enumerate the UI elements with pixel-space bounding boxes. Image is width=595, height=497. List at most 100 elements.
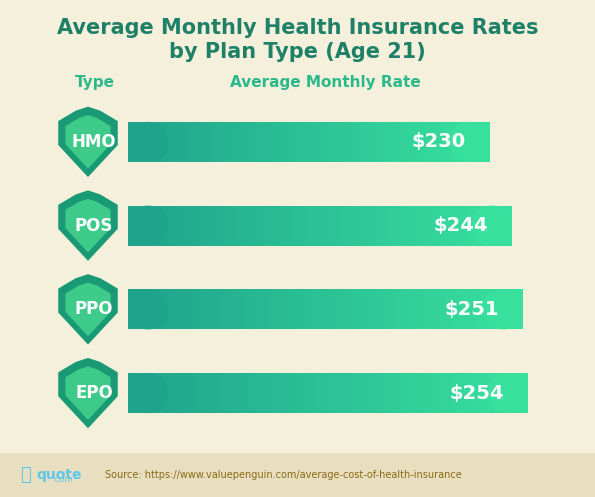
FancyBboxPatch shape <box>138 373 142 413</box>
FancyBboxPatch shape <box>285 206 289 246</box>
FancyBboxPatch shape <box>237 206 240 246</box>
FancyBboxPatch shape <box>469 122 472 162</box>
FancyBboxPatch shape <box>488 373 491 413</box>
FancyBboxPatch shape <box>138 289 142 330</box>
FancyBboxPatch shape <box>249 122 252 162</box>
FancyBboxPatch shape <box>421 373 425 413</box>
FancyBboxPatch shape <box>448 206 452 246</box>
FancyBboxPatch shape <box>214 289 217 330</box>
FancyBboxPatch shape <box>305 373 308 413</box>
FancyBboxPatch shape <box>295 206 298 246</box>
FancyBboxPatch shape <box>283 289 286 330</box>
FancyBboxPatch shape <box>358 289 362 330</box>
FancyBboxPatch shape <box>218 206 221 246</box>
FancyBboxPatch shape <box>345 289 349 330</box>
FancyBboxPatch shape <box>240 122 243 162</box>
FancyBboxPatch shape <box>198 206 202 246</box>
FancyBboxPatch shape <box>447 289 451 330</box>
FancyBboxPatch shape <box>174 373 178 413</box>
FancyBboxPatch shape <box>164 289 168 330</box>
FancyBboxPatch shape <box>183 206 186 246</box>
FancyBboxPatch shape <box>192 206 196 246</box>
FancyBboxPatch shape <box>253 206 256 246</box>
FancyBboxPatch shape <box>182 122 186 162</box>
FancyBboxPatch shape <box>506 289 511 330</box>
FancyBboxPatch shape <box>164 122 168 162</box>
FancyBboxPatch shape <box>508 373 512 413</box>
FancyBboxPatch shape <box>179 206 183 246</box>
FancyBboxPatch shape <box>293 289 296 330</box>
FancyBboxPatch shape <box>155 122 159 162</box>
FancyBboxPatch shape <box>195 373 199 413</box>
FancyBboxPatch shape <box>487 122 490 162</box>
FancyBboxPatch shape <box>500 289 504 330</box>
FancyBboxPatch shape <box>315 289 320 330</box>
FancyBboxPatch shape <box>255 122 258 162</box>
FancyBboxPatch shape <box>415 122 418 162</box>
FancyBboxPatch shape <box>499 206 503 246</box>
Polygon shape <box>65 366 111 420</box>
FancyBboxPatch shape <box>365 206 368 246</box>
FancyBboxPatch shape <box>128 206 131 246</box>
FancyBboxPatch shape <box>273 122 276 162</box>
FancyBboxPatch shape <box>280 289 283 330</box>
FancyBboxPatch shape <box>281 206 285 246</box>
Text: EPO: EPO <box>75 384 113 402</box>
FancyBboxPatch shape <box>444 373 448 413</box>
Text: $254: $254 <box>449 384 504 403</box>
FancyBboxPatch shape <box>341 373 345 413</box>
FancyBboxPatch shape <box>325 289 329 330</box>
FancyBboxPatch shape <box>240 289 244 330</box>
FancyBboxPatch shape <box>221 373 225 413</box>
FancyBboxPatch shape <box>461 373 465 413</box>
FancyBboxPatch shape <box>128 373 168 413</box>
FancyBboxPatch shape <box>256 206 259 246</box>
FancyBboxPatch shape <box>137 122 140 162</box>
FancyBboxPatch shape <box>147 206 151 246</box>
FancyBboxPatch shape <box>506 206 509 246</box>
FancyBboxPatch shape <box>177 289 181 330</box>
FancyBboxPatch shape <box>509 206 512 246</box>
FancyBboxPatch shape <box>237 289 240 330</box>
FancyBboxPatch shape <box>217 289 221 330</box>
FancyBboxPatch shape <box>355 373 358 413</box>
FancyBboxPatch shape <box>330 122 334 162</box>
FancyBboxPatch shape <box>375 289 378 330</box>
FancyBboxPatch shape <box>352 206 356 246</box>
FancyBboxPatch shape <box>184 289 188 330</box>
FancyBboxPatch shape <box>243 206 247 246</box>
FancyBboxPatch shape <box>421 289 425 330</box>
FancyBboxPatch shape <box>481 122 484 162</box>
FancyBboxPatch shape <box>205 206 208 246</box>
FancyBboxPatch shape <box>246 289 250 330</box>
FancyBboxPatch shape <box>218 373 222 413</box>
FancyBboxPatch shape <box>322 289 326 330</box>
FancyBboxPatch shape <box>450 122 490 162</box>
FancyBboxPatch shape <box>278 373 281 413</box>
FancyBboxPatch shape <box>151 206 154 246</box>
Text: quote: quote <box>36 468 82 482</box>
FancyBboxPatch shape <box>480 206 484 246</box>
FancyBboxPatch shape <box>336 206 340 246</box>
FancyBboxPatch shape <box>402 122 406 162</box>
FancyBboxPatch shape <box>403 206 407 246</box>
FancyBboxPatch shape <box>454 289 458 330</box>
FancyBboxPatch shape <box>478 122 481 162</box>
FancyBboxPatch shape <box>252 122 255 162</box>
FancyBboxPatch shape <box>238 373 242 413</box>
FancyBboxPatch shape <box>351 122 355 162</box>
FancyBboxPatch shape <box>201 122 204 162</box>
FancyBboxPatch shape <box>439 206 442 246</box>
FancyBboxPatch shape <box>336 289 339 330</box>
FancyBboxPatch shape <box>195 206 199 246</box>
FancyBboxPatch shape <box>424 122 427 162</box>
FancyBboxPatch shape <box>470 289 474 330</box>
FancyBboxPatch shape <box>301 206 305 246</box>
Text: .com: .com <box>52 476 73 485</box>
FancyBboxPatch shape <box>330 206 333 246</box>
FancyBboxPatch shape <box>371 289 375 330</box>
FancyBboxPatch shape <box>339 206 343 246</box>
FancyBboxPatch shape <box>516 289 520 330</box>
FancyBboxPatch shape <box>334 373 339 413</box>
FancyBboxPatch shape <box>246 122 249 162</box>
